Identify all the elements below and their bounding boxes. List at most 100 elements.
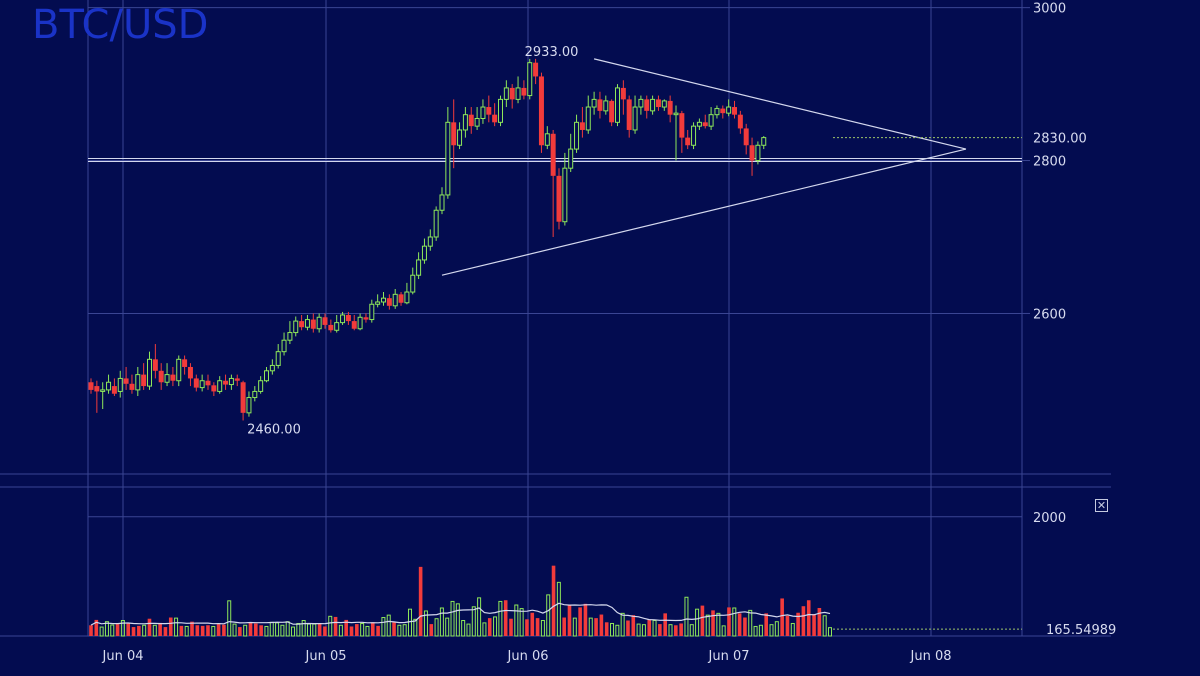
candle <box>691 122 697 150</box>
volume-bar <box>631 615 636 636</box>
candle <box>223 374 229 390</box>
candle-body <box>375 301 381 305</box>
volume-bar <box>594 618 598 636</box>
candle-body <box>357 316 363 330</box>
candle <box>708 107 714 130</box>
lower-trendline <box>441 148 967 276</box>
volume-bar <box>323 626 327 636</box>
y-tick-label: 2600 <box>1033 307 1066 322</box>
candle <box>240 380 246 421</box>
candle <box>468 107 474 134</box>
volume-bar <box>636 623 641 637</box>
chart-title: BTC/USD <box>32 2 209 48</box>
y-tick-label: 3000 <box>1033 2 1066 17</box>
candle <box>439 187 445 215</box>
candle <box>562 152 568 226</box>
candle-body <box>141 374 147 387</box>
volume-bar <box>126 622 131 636</box>
candle <box>544 126 550 150</box>
candle-body <box>737 114 743 129</box>
candle-body <box>234 378 240 381</box>
volume-bar <box>551 565 556 636</box>
volume-bar <box>455 603 460 637</box>
candle-body <box>187 366 193 379</box>
volume-bar <box>222 624 226 636</box>
price-annotation: 2460.00 <box>247 422 301 437</box>
candle <box>632 95 638 134</box>
candle <box>386 294 392 310</box>
axis-labels: Jun 04 Jun 05 Jun 06 Jun 07 Jun 08 3000 2800 26… <box>102 2 1117 664</box>
candle-body <box>696 121 702 127</box>
candle <box>726 99 732 117</box>
volume-bar <box>780 598 784 636</box>
candle-body <box>521 87 527 96</box>
candle-body <box>164 374 170 383</box>
candle-body <box>655 99 661 108</box>
volume-bar <box>355 624 359 636</box>
candle-body <box>281 339 287 353</box>
volume-bar <box>583 603 588 636</box>
volume-bar <box>503 600 508 636</box>
volume-bar <box>546 594 551 637</box>
volume-bar <box>254 623 258 636</box>
candle-body <box>152 359 158 371</box>
candle <box>650 95 656 115</box>
candle-body <box>433 209 439 238</box>
volume-bar <box>397 624 402 637</box>
volume-bar <box>115 624 120 636</box>
candle <box>152 344 158 379</box>
close-panel-icon[interactable]: ✕ <box>1095 499 1108 512</box>
candle-body <box>217 380 223 392</box>
candle <box>287 321 293 345</box>
candle <box>304 314 310 331</box>
candle-body <box>182 359 188 367</box>
candle-body <box>287 332 293 341</box>
candle-body <box>556 175 562 222</box>
volume-bar <box>439 607 444 637</box>
candle <box>445 107 451 199</box>
candle-body <box>644 99 650 111</box>
candle-body <box>246 397 252 414</box>
candle <box>638 95 644 115</box>
volume-bar <box>450 600 455 637</box>
candle <box>743 123 749 155</box>
candle <box>275 344 281 369</box>
candle <box>462 107 468 138</box>
volume-bar <box>689 624 694 637</box>
candle <box>228 374 234 390</box>
candle <box>626 95 632 138</box>
candle <box>363 313 369 323</box>
volume-bar <box>344 619 348 636</box>
candle <box>269 359 275 375</box>
volume-bar <box>264 625 269 637</box>
candle-body <box>386 298 392 306</box>
candle-body <box>398 294 404 303</box>
candle-body <box>679 113 685 138</box>
candle-body <box>527 62 533 97</box>
candle <box>340 311 346 325</box>
x-tick-label: Jun 06 <box>507 649 549 664</box>
y-tick-label: 2800 <box>1033 155 1066 170</box>
candle <box>416 252 422 280</box>
volume-bar <box>370 622 375 636</box>
candle-body <box>129 383 135 390</box>
volume-bar <box>822 615 827 637</box>
candle <box>585 95 591 134</box>
volume-bar <box>168 617 173 636</box>
volume-tick-label: 2000 <box>1033 511 1066 526</box>
candle-body <box>626 99 632 130</box>
candle-body <box>106 381 112 391</box>
volume-bar <box>184 625 189 637</box>
candle <box>111 378 117 397</box>
candle-body <box>761 137 767 146</box>
candle-body <box>334 322 340 331</box>
candle-body <box>170 374 176 381</box>
candle-body <box>193 378 199 388</box>
candle-body <box>632 106 638 131</box>
candle <box>615 84 620 127</box>
candle <box>252 386 258 402</box>
volume-bar <box>588 617 593 637</box>
candle <box>117 370 123 398</box>
volume-bar <box>89 625 93 636</box>
candle <box>749 137 755 176</box>
